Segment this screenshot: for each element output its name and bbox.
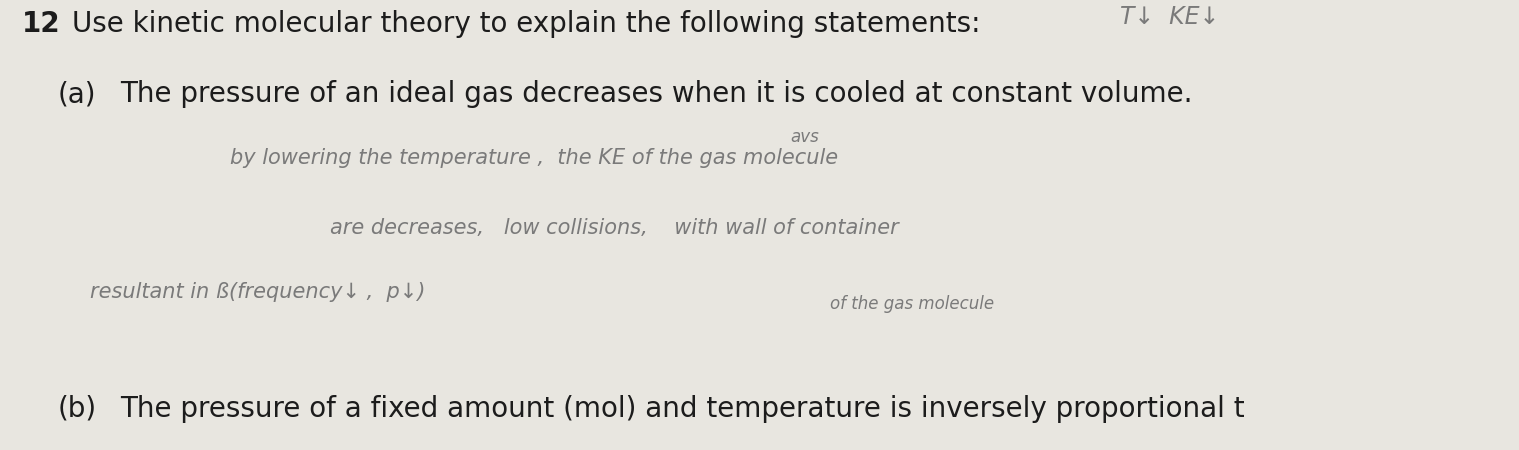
Text: 12: 12	[21, 10, 61, 38]
Text: are decreases,   low collisions,    with wall of container: are decreases, low collisions, with wall…	[330, 218, 899, 238]
Text: The pressure of an ideal gas decreases when it is cooled at constant volume.: The pressure of an ideal gas decreases w…	[120, 80, 1192, 108]
Text: The pressure of a fixed amount (mol) and temperature is inversely proportional t: The pressure of a fixed amount (mol) and…	[120, 395, 1244, 423]
Text: resultant in ß(frequency↓ ,  p↓): resultant in ß(frequency↓ , p↓)	[90, 282, 425, 302]
Text: by lowering the temperature ,  the KE of the gas molecule: by lowering the temperature , the KE of …	[229, 148, 838, 168]
Text: (b): (b)	[58, 395, 97, 423]
Text: Use kinetic molecular theory to explain the following statements:: Use kinetic molecular theory to explain …	[71, 10, 980, 38]
Text: of the gas molecule: of the gas molecule	[829, 295, 993, 313]
Text: T↓  KE↓: T↓ KE↓	[1120, 5, 1220, 29]
Text: (a): (a)	[58, 80, 97, 108]
Text: avs: avs	[790, 128, 819, 146]
